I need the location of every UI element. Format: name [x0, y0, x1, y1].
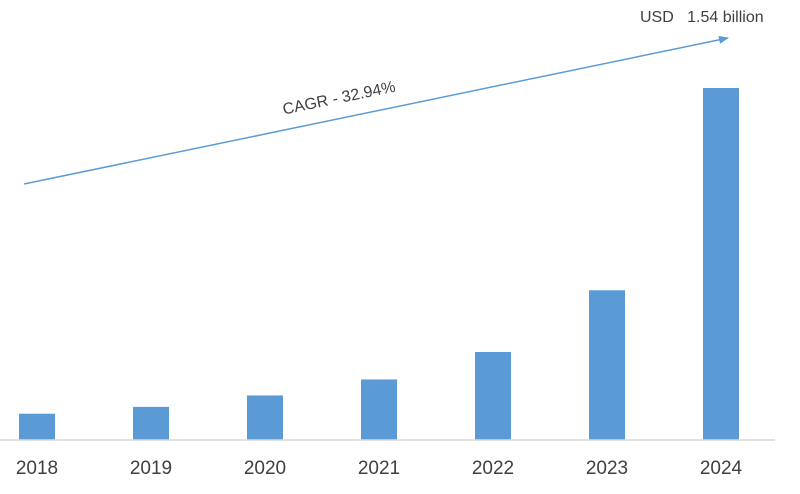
bar-2021	[361, 379, 397, 440]
bar-2020	[247, 395, 283, 440]
x-tick-label-2019: 2019	[130, 458, 172, 479]
x-tick-labels: 2018 2019 2020 2021 2022 2023 2024	[16, 458, 743, 479]
cagr-label: CAGR - 32.94%	[281, 79, 397, 119]
bar-2023	[589, 290, 625, 440]
bar-2022	[475, 352, 511, 440]
bar-2019	[133, 406, 169, 440]
x-tick-label-2020: 2020	[244, 458, 286, 479]
x-tick-label-2022: 2022	[472, 458, 514, 479]
bar-2024	[703, 88, 739, 440]
x-tick-label-2018: 2018	[16, 458, 58, 479]
x-tick-label-2024: 2024	[700, 458, 743, 479]
bar-2018	[19, 413, 55, 440]
bars-group	[19, 88, 739, 440]
x-tick-label-2021: 2021	[358, 458, 400, 479]
end-value-label: USD 1.54 billion	[640, 9, 764, 26]
x-tick-label-2023: 2023	[586, 458, 628, 479]
cagr-arrow	[23, 35, 729, 185]
